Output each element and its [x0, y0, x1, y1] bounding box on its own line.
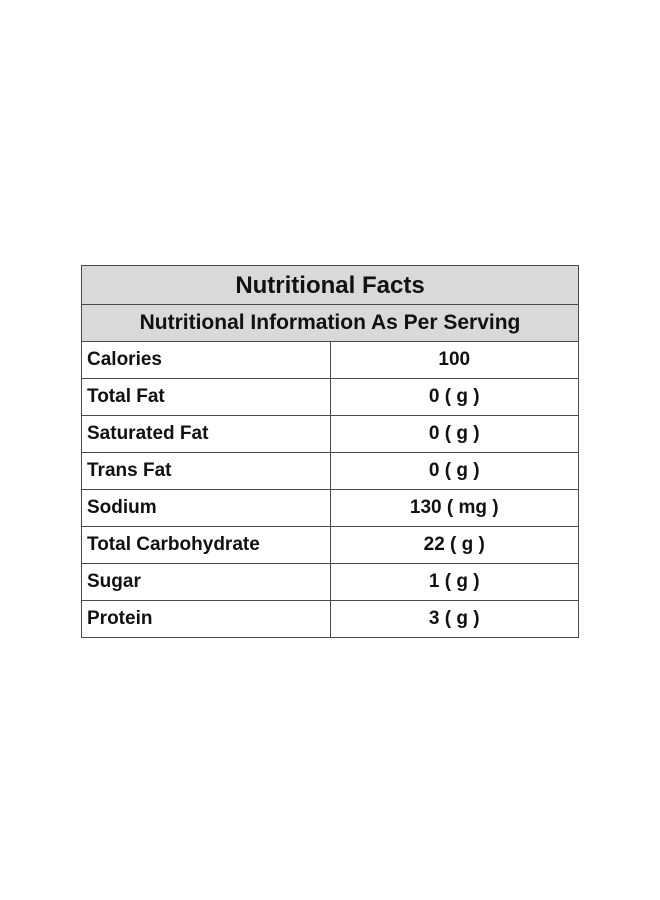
nutrient-label: Sugar [81, 563, 331, 601]
table-row: Protein 3 ( g ) [81, 600, 579, 638]
nutrient-value: 22 ( g ) [329, 526, 579, 564]
nutrient-label: Saturated Fat [81, 415, 331, 453]
table-row: Total Carbohydrate 22 ( g ) [81, 526, 579, 564]
nutrient-value: 0 ( g ) [329, 452, 579, 490]
nutrient-label: Calories [81, 341, 331, 379]
table-subtitle: Nutritional Information As Per Serving [81, 304, 579, 342]
nutrient-label: Protein [81, 600, 331, 638]
nutrient-value: 100 [329, 341, 579, 379]
nutrition-table: Nutritional Facts Nutritional Informatio… [81, 265, 579, 638]
table-row: Saturated Fat 0 ( g ) [81, 415, 579, 453]
nutrient-value: 130 ( mg ) [329, 489, 579, 527]
nutrient-value: 0 ( g ) [329, 378, 579, 416]
nutrient-label: Total Fat [81, 378, 331, 416]
table-title: Nutritional Facts [81, 265, 579, 305]
table-row: Sodium 130 ( mg ) [81, 489, 579, 527]
table-row: Sugar 1 ( g ) [81, 563, 579, 601]
nutrient-label: Sodium [81, 489, 331, 527]
title-row: Nutritional Facts [81, 265, 579, 305]
nutrient-value: 3 ( g ) [329, 600, 579, 638]
table-row: Calories 100 [81, 341, 579, 379]
nutrition-facts-table: Nutritional Facts Nutritional Informatio… [81, 265, 579, 638]
table-row: Total Fat 0 ( g ) [81, 378, 579, 416]
nutrient-value: 1 ( g ) [329, 563, 579, 601]
nutrient-value: 0 ( g ) [329, 415, 579, 453]
nutrient-label: Total Carbohydrate [81, 526, 331, 564]
subtitle-row: Nutritional Information As Per Serving [81, 304, 579, 342]
nutrient-label: Trans Fat [81, 452, 331, 490]
table-row: Trans Fat 0 ( g ) [81, 452, 579, 490]
